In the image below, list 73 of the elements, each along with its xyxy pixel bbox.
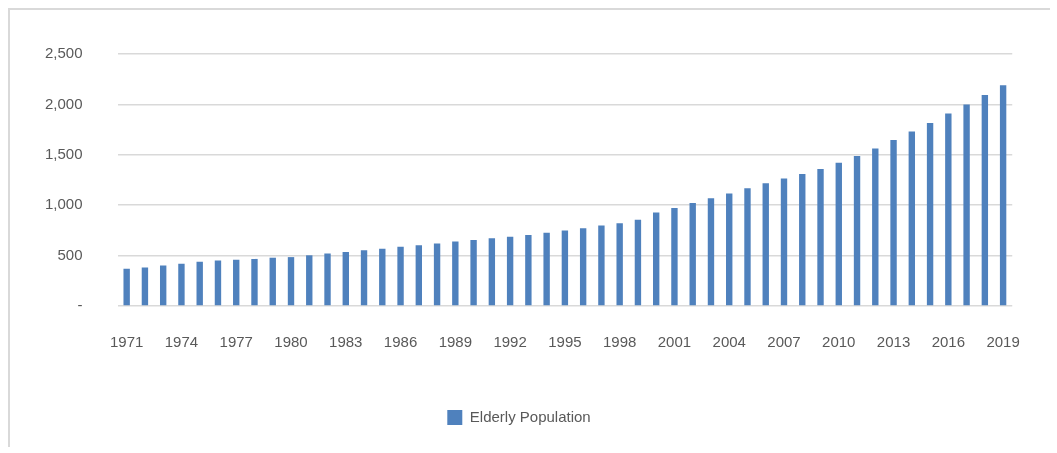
bar bbox=[506, 236, 514, 306]
bar bbox=[762, 183, 769, 306]
x-tick-label: 1992 bbox=[493, 333, 527, 351]
bar bbox=[671, 207, 678, 306]
bar bbox=[525, 234, 532, 306]
bar bbox=[853, 156, 861, 306]
bar bbox=[141, 267, 149, 306]
bar bbox=[178, 263, 185, 306]
bar bbox=[452, 241, 459, 306]
bar bbox=[726, 193, 733, 306]
legend-label: Elderly Population bbox=[469, 407, 591, 425]
bar bbox=[652, 212, 660, 306]
bar bbox=[415, 245, 423, 306]
bar bbox=[780, 178, 788, 306]
x-tick-label: 1995 bbox=[548, 333, 582, 351]
bar bbox=[470, 240, 477, 306]
bar bbox=[342, 251, 349, 306]
bar bbox=[963, 104, 970, 306]
bar bbox=[945, 113, 952, 306]
bar bbox=[872, 148, 879, 306]
bar bbox=[433, 243, 441, 306]
bar bbox=[214, 260, 222, 306]
bar bbox=[488, 238, 496, 306]
bar bbox=[360, 250, 368, 306]
y-tick-label: 2,500 bbox=[44, 44, 83, 62]
bar bbox=[561, 230, 569, 306]
bar bbox=[306, 255, 313, 306]
bar bbox=[123, 268, 130, 306]
bar bbox=[287, 257, 295, 306]
x-tick-label: 2019 bbox=[986, 333, 1020, 351]
bar bbox=[159, 265, 167, 306]
x-tick-label: 2010 bbox=[822, 333, 856, 351]
x-tick-label: 2016 bbox=[931, 333, 966, 351]
bar bbox=[926, 122, 934, 306]
bar bbox=[324, 253, 331, 306]
bar bbox=[251, 258, 258, 306]
bar bbox=[908, 131, 916, 306]
x-tick-label: 1986 bbox=[383, 333, 418, 351]
bar bbox=[397, 246, 404, 306]
bar bbox=[744, 188, 751, 306]
bar bbox=[616, 223, 623, 306]
bar bbox=[196, 261, 203, 306]
y-tick-label: 1,000 bbox=[44, 195, 83, 213]
x-tick-label: 1998 bbox=[602, 333, 637, 351]
bar bbox=[835, 162, 842, 306]
x-tick-label: 1983 bbox=[329, 333, 363, 351]
bar bbox=[634, 219, 642, 306]
x-tick-label: 2001 bbox=[657, 333, 692, 351]
y-tick-label: 500 bbox=[57, 245, 83, 263]
x-tick-label: 1971 bbox=[109, 333, 144, 351]
bar bbox=[269, 257, 276, 306]
x-tick-label: 1980 bbox=[274, 333, 308, 351]
bar bbox=[233, 259, 240, 306]
x-tick-label: 2013 bbox=[876, 333, 911, 351]
x-tick-label: 1974 bbox=[164, 333, 199, 351]
bar bbox=[579, 228, 587, 306]
bar bbox=[890, 139, 897, 306]
x-tick-label: 2004 bbox=[712, 333, 746, 351]
bar bbox=[598, 225, 605, 306]
bar bbox=[817, 169, 824, 306]
y-tick-label: - bbox=[77, 296, 83, 314]
x-tick-label: 2007 bbox=[767, 333, 801, 351]
bar bbox=[543, 232, 550, 306]
bar bbox=[999, 85, 1007, 306]
y-tick-label: 2,000 bbox=[44, 94, 83, 112]
bar bbox=[799, 173, 806, 306]
x-tick-label: 1989 bbox=[438, 333, 473, 351]
bar bbox=[981, 95, 989, 306]
x-tick-label: 1977 bbox=[219, 333, 253, 351]
bar bbox=[689, 203, 696, 306]
bar bbox=[707, 198, 715, 306]
bar bbox=[379, 248, 386, 306]
y-tick-label: 1,500 bbox=[44, 144, 83, 162]
